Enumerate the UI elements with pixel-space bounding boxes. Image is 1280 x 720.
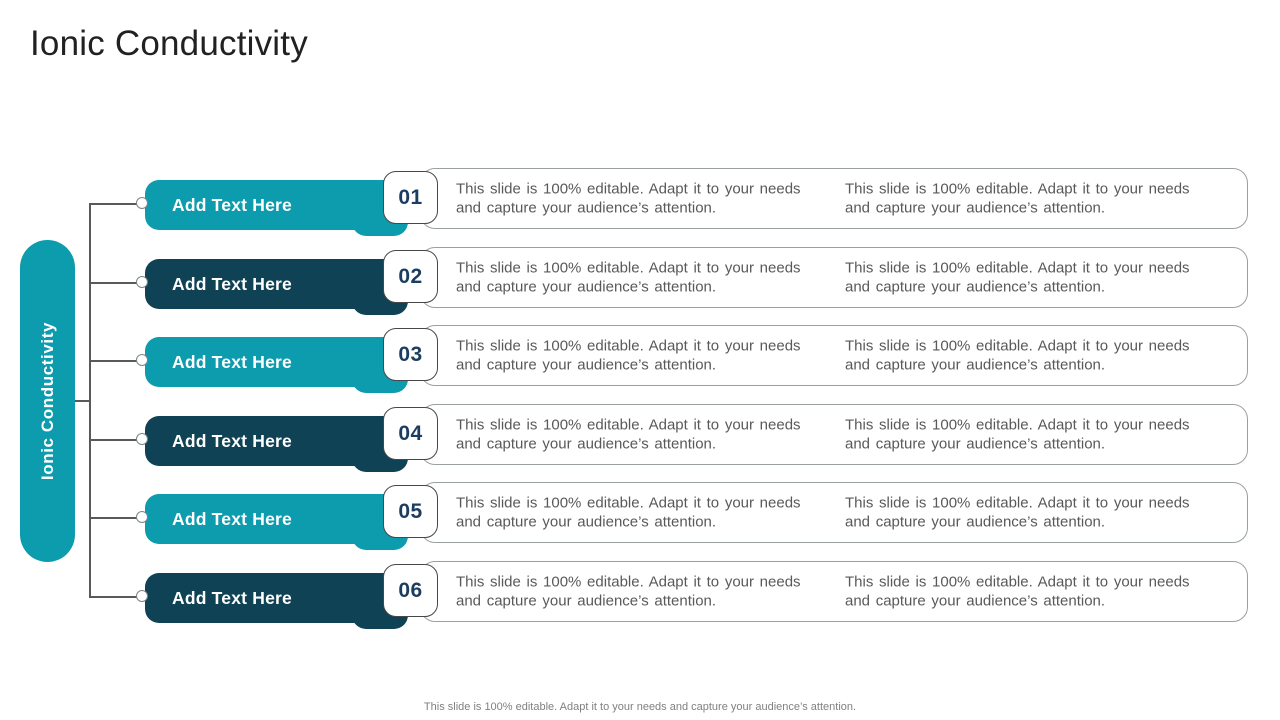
row-item-2: This slide is 100% editable. Adapt it to…	[0, 244, 1280, 322]
editable-text-right: This slide is 100% editable. Adapt it to…	[845, 180, 1190, 217]
connector-branch-line	[89, 282, 137, 284]
row-item-4: This slide is 100% editable. Adapt it to…	[0, 401, 1280, 479]
add-text-bar[interactable]: Add Text Here	[145, 416, 403, 466]
number-badge: 03	[383, 328, 438, 381]
connector-branch-line	[89, 439, 137, 441]
row-item-5: This slide is 100% editable. Adapt it to…	[0, 479, 1280, 557]
footer-note: This slide is 100% editable. Adapt it to…	[423, 701, 857, 713]
connector-branch-line	[89, 596, 137, 598]
connector-node	[136, 354, 148, 366]
side-label-text: Ionic Conductivity	[37, 321, 57, 481]
number-badge: 05	[383, 485, 438, 538]
connector-node	[136, 590, 148, 602]
editable-text-left: This slide is 100% editable. Adapt it to…	[456, 494, 801, 531]
bar-label: Add Text Here	[172, 430, 292, 451]
row-card: This slide is 100% editable. Adapt it to…	[420, 247, 1248, 308]
number-badge: 06	[383, 564, 438, 617]
add-text-bar[interactable]: Add Text Here	[145, 494, 403, 544]
editable-text-left: This slide is 100% editable. Adapt it to…	[456, 573, 801, 610]
editable-text-right: This slide is 100% editable. Adapt it to…	[845, 259, 1190, 296]
bar-label: Add Text Here	[172, 194, 292, 215]
editable-text-left: This slide is 100% editable. Adapt it to…	[456, 180, 801, 217]
slide-title: Ionic Conductivity	[30, 24, 308, 63]
add-text-bar[interactable]: Add Text Here	[145, 259, 403, 309]
connector-branch-line	[89, 360, 137, 362]
number-badge: 02	[383, 250, 438, 303]
editable-text-left: This slide is 100% editable. Adapt it to…	[456, 259, 801, 296]
row-card: This slide is 100% editable. Adapt it to…	[420, 325, 1248, 386]
number-badge: 04	[383, 407, 438, 460]
connector-node	[136, 511, 148, 523]
row-item-1: This slide is 100% editable. Adapt it to…	[0, 165, 1280, 243]
bar-label: Add Text Here	[172, 273, 292, 294]
connector-pill-line	[74, 400, 90, 402]
connector-node	[136, 276, 148, 288]
editable-text-left: This slide is 100% editable. Adapt it to…	[456, 416, 801, 453]
editable-text-right: This slide is 100% editable. Adapt it to…	[845, 494, 1190, 531]
row-item-3: This slide is 100% editable. Adapt it to…	[0, 322, 1280, 400]
connector-node	[136, 433, 148, 445]
row-card: This slide is 100% editable. Adapt it to…	[420, 168, 1248, 229]
connector-branch-line	[89, 517, 137, 519]
row-card: This slide is 100% editable. Adapt it to…	[420, 482, 1248, 543]
add-text-bar[interactable]: Add Text Here	[145, 180, 403, 230]
editable-text-right: This slide is 100% editable. Adapt it to…	[845, 573, 1190, 610]
connector-node	[136, 197, 148, 209]
editable-text-right: This slide is 100% editable. Adapt it to…	[845, 416, 1190, 453]
bar-label: Add Text Here	[172, 351, 292, 372]
number-badge: 01	[383, 171, 438, 224]
connector-branch-line	[89, 203, 137, 205]
row-item-6: This slide is 100% editable. Adapt it to…	[0, 558, 1280, 636]
side-label-pill: Ionic Conductivity	[20, 240, 75, 562]
editable-text-left: This slide is 100% editable. Adapt it to…	[456, 337, 801, 374]
bar-label: Add Text Here	[172, 587, 292, 608]
editable-text-right: This slide is 100% editable. Adapt it to…	[845, 337, 1190, 374]
bar-label: Add Text Here	[172, 508, 292, 529]
row-card: This slide is 100% editable. Adapt it to…	[420, 404, 1248, 465]
add-text-bar[interactable]: Add Text Here	[145, 337, 403, 387]
row-card: This slide is 100% editable. Adapt it to…	[420, 561, 1248, 622]
add-text-bar[interactable]: Add Text Here	[145, 573, 403, 623]
